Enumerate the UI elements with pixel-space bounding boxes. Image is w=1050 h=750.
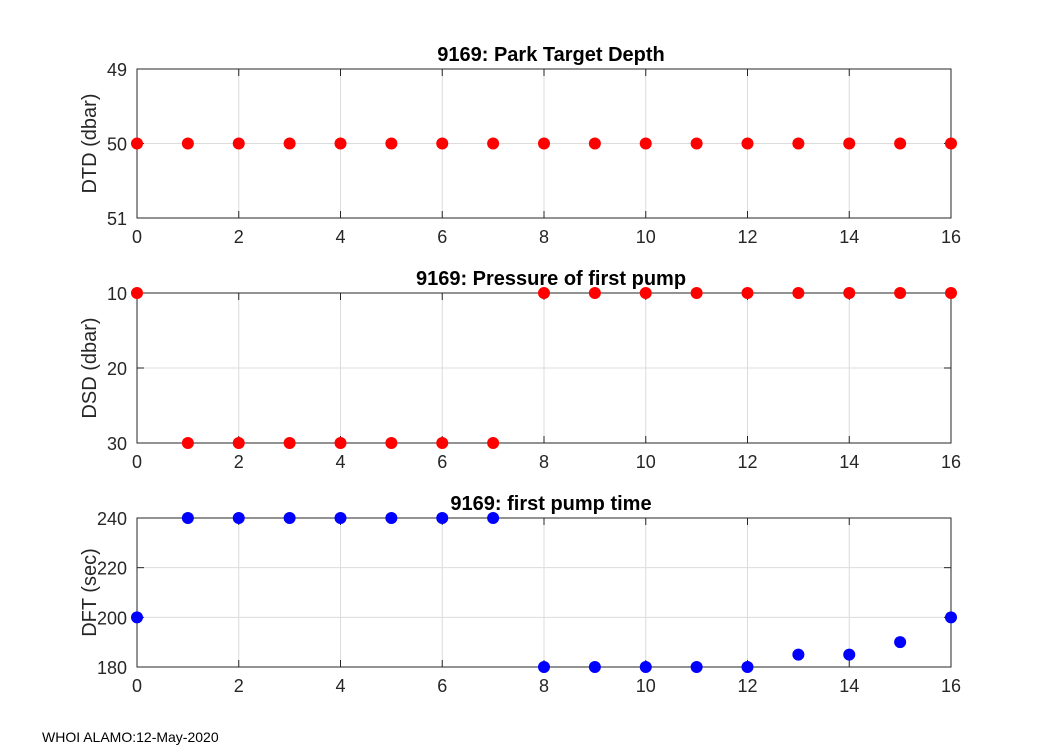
data-point: [385, 512, 398, 524]
y-axis-label: DSD (dbar): [79, 317, 101, 418]
data-point: [283, 437, 296, 449]
x-tick-label: 16: [941, 452, 961, 472]
footer-label: WHOI ALAMO:12-May-2020: [42, 729, 219, 745]
data-point: [945, 137, 957, 150]
x-tick-label: 2: [234, 452, 244, 472]
data-point: [538, 287, 550, 299]
x-tick-label: 10: [636, 227, 656, 247]
x-tick-label: 14: [839, 452, 859, 472]
y-tick-label: 30: [107, 434, 127, 454]
panel-park-target-depth: 0 2 4 6 8 10 12 14 16 49 50 51 9169: Park Target Dep…: [79, 44, 961, 247]
data-point: [741, 137, 754, 150]
panel-first-pump-time: 0 2 4 6 8 10 12 14 16 180 200 220 240 9169: first pum…: [79, 493, 961, 696]
x-tick-label: 10: [636, 452, 656, 472]
data-point: [843, 287, 856, 299]
y-axis-label: DTD (dbar): [79, 93, 101, 193]
x-tick-label: 6: [437, 452, 447, 472]
data-point: [538, 661, 550, 673]
y-tick-label: 51: [107, 209, 127, 229]
chart-title: 9169: first pump time: [450, 493, 651, 515]
x-tick-label: 4: [335, 676, 345, 696]
data-point: [792, 648, 805, 661]
data-point: [487, 512, 500, 524]
x-tick-label: 2: [234, 227, 244, 247]
data-point: [181, 512, 194, 524]
x-tick-label: 6: [437, 676, 447, 696]
data-point: [487, 137, 500, 150]
data-point: [588, 287, 601, 299]
data-point: [283, 512, 296, 524]
x-tick-label: 16: [941, 676, 961, 696]
data-point: [588, 137, 601, 150]
y-tick-label: 180: [97, 658, 127, 678]
x-tick-label: 12: [737, 452, 757, 472]
data-point: [894, 636, 907, 649]
data-point: [131, 287, 143, 299]
chart-title: 9169: Pressure of first pump: [416, 268, 686, 290]
y-tick-label: 50: [107, 135, 127, 155]
data-point: [181, 437, 194, 449]
data-point: [131, 611, 143, 624]
data-point: [588, 661, 601, 673]
x-tick-label: 10: [636, 676, 656, 696]
y-tick-label: 200: [97, 608, 127, 628]
data-point: [843, 648, 856, 661]
x-tick-label: 16: [941, 227, 961, 247]
data-point: [334, 437, 347, 449]
data-point: [538, 137, 550, 150]
data-point: [741, 287, 754, 299]
data-point: [690, 287, 703, 299]
data-point: [487, 437, 500, 449]
data-point: [741, 661, 754, 673]
x-tick-label: 0: [132, 227, 142, 247]
x-tick-label: 12: [737, 227, 757, 247]
data-point: [334, 137, 347, 150]
data-point: [792, 287, 805, 299]
x-tick-label: 12: [737, 676, 757, 696]
x-tick-label: 14: [839, 676, 859, 696]
x-tick-label: 4: [335, 227, 345, 247]
data-point: [232, 437, 245, 449]
y-axis-label: DFT (sec): [79, 548, 101, 637]
y-tick-label: 20: [107, 359, 127, 379]
data-point: [639, 287, 652, 299]
data-point: [385, 137, 398, 150]
data-point: [334, 512, 347, 524]
data-point: [945, 611, 957, 624]
data-point: [690, 137, 703, 150]
data-point: [639, 137, 652, 150]
x-tick-label: 6: [437, 227, 447, 247]
data-point: [232, 137, 245, 150]
data-point: [131, 137, 143, 150]
data-point: [945, 287, 957, 299]
data-point: [181, 137, 194, 150]
x-tick-label: 4: [335, 452, 345, 472]
y-tick-label: 10: [107, 284, 127, 304]
data-point: [843, 137, 856, 150]
data-point: [792, 137, 805, 150]
data-point: [690, 661, 703, 673]
data-point: [436, 137, 449, 150]
y-tick-label: 49: [107, 60, 127, 80]
data-point: [385, 437, 398, 449]
x-tick-label: 2: [234, 676, 244, 696]
data-point: [232, 512, 245, 524]
x-tick-label: 8: [539, 452, 549, 472]
x-tick-label: 0: [132, 676, 142, 696]
y-tick-label: 240: [97, 509, 127, 529]
data-point: [894, 137, 907, 150]
y-tick-label: 220: [97, 559, 127, 579]
x-tick-label: 0: [132, 452, 142, 472]
data-point: [894, 287, 907, 299]
data-point: [436, 437, 449, 449]
data-point: [436, 512, 449, 524]
panel-pressure-first-pump: 0 2 4 6 8 10 12 14 16 10 20 30 9169: Pressure of fir…: [79, 268, 961, 472]
chart-title: 9169: Park Target Depth: [437, 44, 665, 66]
x-tick-label: 8: [539, 227, 549, 247]
x-tick-label: 8: [539, 676, 549, 696]
data-point: [283, 137, 296, 150]
x-tick-label: 14: [839, 227, 859, 247]
data-point: [639, 661, 652, 673]
